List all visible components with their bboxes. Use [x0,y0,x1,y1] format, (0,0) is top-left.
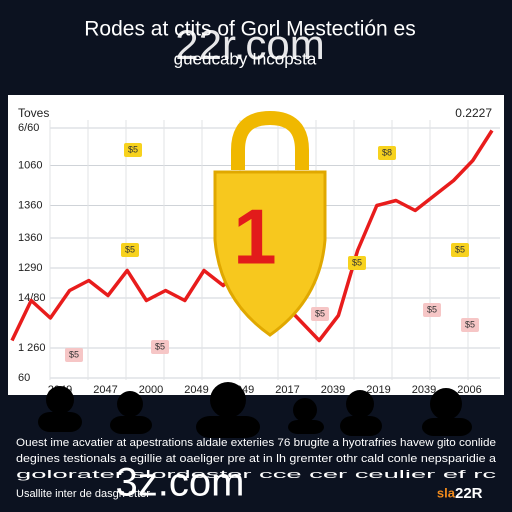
logo-prefix: sla [437,485,456,500]
footer-line: Ouest ime acvatier at apestrations aldal… [16,437,496,449]
y-tick-label: 1360 [18,199,42,211]
y-tick-label: 60 [18,372,30,384]
watermark: 22r.com [175,21,324,68]
annotation-tag [124,143,142,157]
annotation: $5 [125,244,135,254]
annotation: $5 [455,244,465,254]
annotation-tag [451,243,469,257]
y-tick-label: 1 260 [18,342,46,354]
footer: Ouest ime acvatier at apestrations aldal… [16,437,497,500]
annotation: $5 [315,308,325,318]
y-tick-label: 14/80 [18,292,46,304]
footer-line: degines testionals a egillie at oaeliger… [16,453,497,465]
x-tick-label: 2000 [139,384,163,396]
y-label: Toves [18,106,49,120]
y-tick-label: 1060 [18,159,42,171]
annotation-tag [423,303,441,317]
annotation-tag [461,318,479,332]
x-tick-label: 2049 [184,384,208,396]
annotation-tag [121,243,139,257]
x-tick-label: 2019 [366,384,390,396]
badge: 1 [233,193,276,281]
x-tick-label: 2017 [275,384,299,396]
annotation-tag [348,256,366,270]
annotation: $5 [427,304,437,314]
annotation-tag [65,348,83,362]
shield: 1 [213,110,327,337]
footer-last-line: Usallite inter de dasgn etter [16,488,150,500]
corner-label: 0.2227 [455,106,492,120]
title: Rodes at ctits of Gorl Mestectión es [84,18,415,41]
subtitle: guedcaby Incopsta [174,49,317,68]
annotation: $5 [352,257,362,267]
annotation: $5 [128,144,138,154]
x-tick-label: 2039 [412,384,436,396]
annotation: $5 [69,349,79,359]
shield-body [213,170,327,337]
x-tick-label: 2039 [321,384,345,396]
y-tick-label: 1290 [18,262,42,274]
annotation: $5 [465,319,475,329]
footer-line: golorater slordester cce cer ceulier ef … [16,469,497,481]
silhouettes [38,382,472,438]
annotation: $8 [382,147,392,157]
annotation-tag [378,146,396,160]
footer-watermark: 3z.com [116,461,245,505]
annotation-tag [311,307,329,321]
x-tick-label: 2047 [93,384,117,396]
annotation: $5 [155,341,165,351]
y-tick-label: 1360 [18,232,42,244]
y-tick-label: 6/60 [18,122,39,134]
annotation-tag [151,340,169,354]
logo: 22R [455,485,483,502]
x-tick-label: 2006 [457,384,481,396]
shackle [231,110,309,170]
